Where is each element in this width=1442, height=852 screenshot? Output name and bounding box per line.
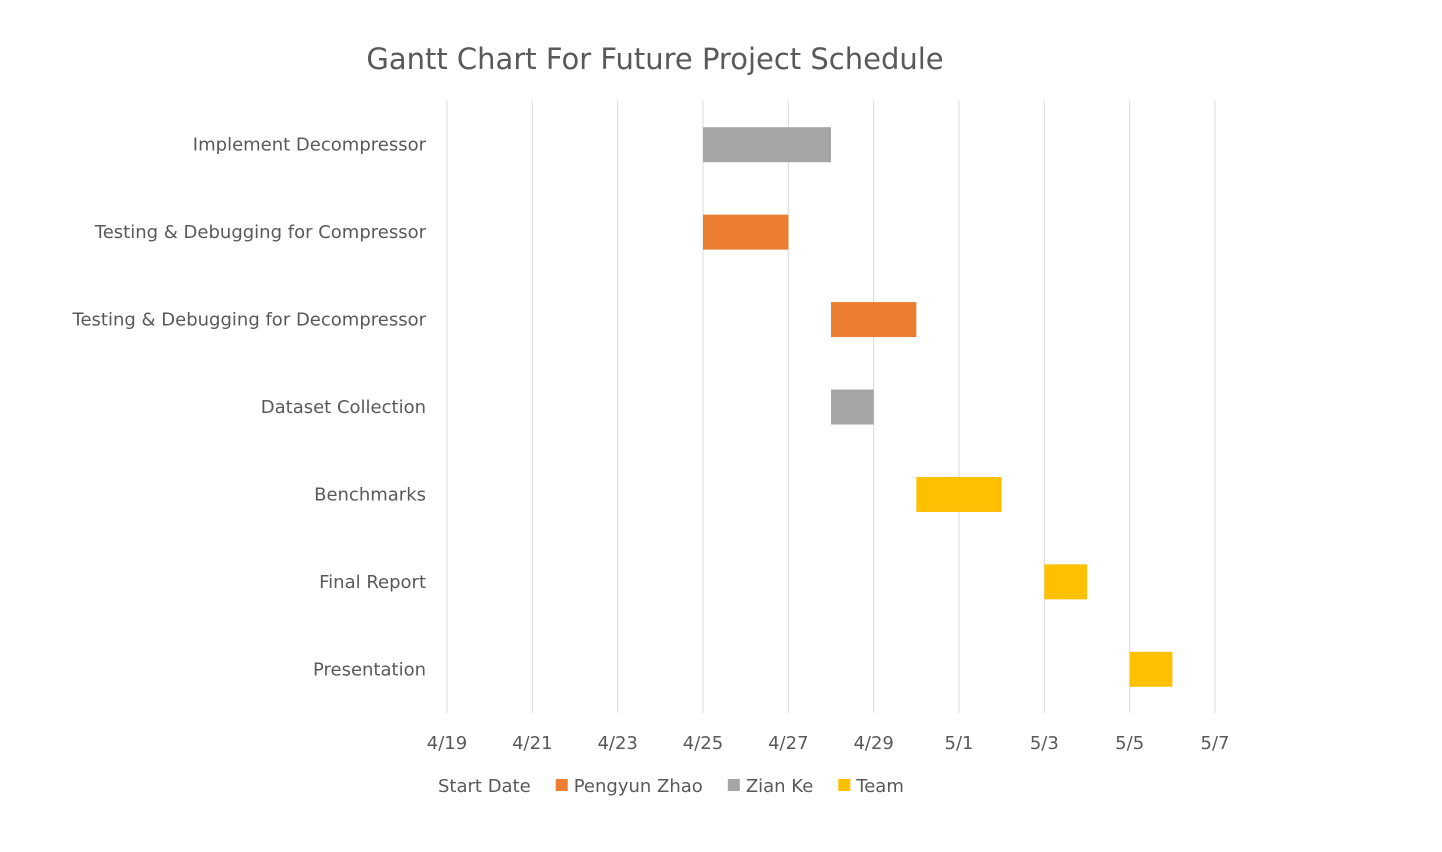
x-tick-label: 5/1: [945, 733, 974, 754]
x-axis-tick-labels: 4/19 4/21 4/23 4/25 4/27 4/29 5/1 5/3 5/5 5/7: [427, 733, 1230, 754]
bars: [703, 127, 1173, 687]
x-tick-label: 4/27: [768, 733, 808, 754]
bar-team: [1129, 651, 1173, 687]
legend-swatch: [838, 779, 851, 791]
bar-zian-ke: [703, 127, 831, 163]
legend-entry: Start Date: [438, 776, 531, 797]
legend-swatch: [555, 779, 568, 791]
bar-team: [916, 476, 1002, 512]
x-tick-label: 4/25: [683, 733, 723, 754]
category-label: Benchmarks: [314, 484, 426, 505]
x-tick-label: 4/29: [853, 733, 893, 754]
category-label: Testing & Debugging for Decompressor: [72, 310, 427, 331]
category-labels: Implement Decompressor Testing & Debuggin…: [72, 135, 427, 681]
category-label: Dataset Collection: [261, 397, 426, 418]
category-label: Implement Decompressor: [193, 135, 427, 156]
bar-zian-ke: [831, 389, 874, 425]
legend-entry: Team: [855, 776, 904, 797]
x-tick-label: 4/21: [512, 733, 552, 754]
bar-pengyun-zhao: [703, 214, 789, 250]
x-tick-label: 4/19: [427, 733, 467, 754]
category-label: Testing & Debugging for Compressor: [94, 222, 427, 243]
x-tick-label: 4/23: [597, 733, 637, 754]
legend-entry: Pengyun Zhao: [574, 776, 703, 797]
chart-title: Gantt Chart For Future Project Schedule: [366, 42, 943, 76]
x-tick-label: 5/5: [1115, 733, 1144, 754]
category-label: Presentation: [313, 659, 426, 680]
legend: Start Date Pengyun Zhao Zian Ke Team: [438, 776, 904, 797]
legend-swatch: [727, 779, 740, 791]
legend-entry: Zian Ke: [746, 776, 813, 797]
bar-team: [1044, 564, 1087, 600]
category-label: Final Report: [319, 572, 426, 593]
x-tick-label: 5/7: [1201, 733, 1230, 754]
x-tick-label: 5/3: [1030, 733, 1059, 754]
bar-pengyun-zhao: [831, 302, 917, 338]
